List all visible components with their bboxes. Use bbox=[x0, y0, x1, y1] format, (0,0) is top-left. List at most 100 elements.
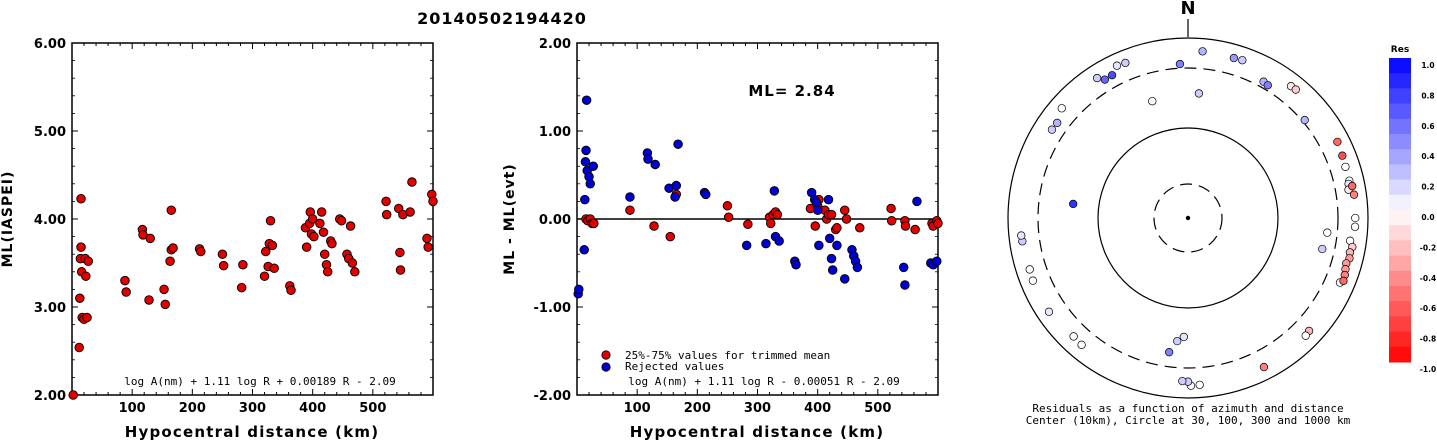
colorbar-cells bbox=[1389, 58, 1411, 363]
data-point bbox=[75, 293, 85, 303]
data-point bbox=[345, 221, 356, 231]
rejected-point bbox=[574, 284, 584, 295]
legend: 25%-75% values for trimmed mean Rejected… bbox=[601, 349, 830, 373]
distance-ring bbox=[1037, 67, 1339, 369]
colorbar-tick-label: -0.2 bbox=[1420, 243, 1436, 252]
data-point bbox=[422, 233, 432, 244]
y-tick-label: 4.00 bbox=[34, 213, 66, 228]
x-tick-label: 400 bbox=[299, 401, 326, 416]
y-tick-label: -1.00 bbox=[534, 301, 571, 316]
data-point bbox=[322, 267, 333, 277]
station-point bbox=[1069, 199, 1078, 209]
rejected-point bbox=[588, 161, 598, 171]
rejected-point bbox=[761, 238, 771, 249]
data-point bbox=[301, 242, 312, 252]
colorbar-tick-label: 0.4 bbox=[1421, 152, 1434, 161]
station-point bbox=[1300, 115, 1309, 125]
station-point bbox=[1263, 81, 1272, 90]
data-point bbox=[407, 177, 417, 187]
station-point bbox=[1301, 331, 1310, 340]
data-point bbox=[395, 265, 406, 275]
caption-line-2: Center (10km), Circle at 30, 100, 300 an… bbox=[1026, 414, 1351, 427]
chart-ml-residual: -2.00 -1.00 0.00 1.00 2.00 100 200 300 400 500 M… bbox=[502, 37, 943, 441]
trimmed-point bbox=[910, 224, 920, 235]
x-axis-ticks: 100 200 300 400 500 bbox=[588, 43, 927, 416]
colorbar-cell bbox=[1389, 118, 1411, 135]
data-point bbox=[260, 246, 271, 257]
colorbar-cell bbox=[1389, 103, 1411, 120]
colorbar: Res 1.0 0.8 0.6 0.4 0.2 0.0 -0.2 -0.4 -0.6 -0.8 -1… bbox=[1389, 45, 1436, 374]
colorbar-tick-label: -0.6 bbox=[1420, 304, 1436, 313]
y-tick-label: 2.00 bbox=[34, 389, 66, 404]
data-points bbox=[68, 177, 438, 400]
data-point bbox=[144, 295, 154, 305]
station-point bbox=[1164, 348, 1174, 357]
y-tick-label: 2.00 bbox=[539, 37, 571, 52]
trimmed-point bbox=[900, 221, 911, 231]
legend-marker-trimmed bbox=[601, 350, 611, 360]
rejected-point bbox=[579, 245, 589, 255]
x-axis-ticks: 100 200 300 400 500 bbox=[83, 43, 422, 416]
y-tick-label: 3.00 bbox=[34, 301, 66, 316]
rejected-point bbox=[774, 236, 784, 246]
rejected-point bbox=[625, 192, 635, 202]
data-point bbox=[347, 258, 358, 268]
station-point bbox=[1229, 53, 1239, 63]
station-point bbox=[1259, 362, 1269, 372]
station-point bbox=[1323, 228, 1332, 237]
colorbar-cell bbox=[1389, 164, 1411, 181]
trimmed-point bbox=[649, 221, 659, 231]
trimmed-point bbox=[589, 218, 599, 229]
colorbar-tick-label: 0.0 bbox=[1421, 213, 1434, 222]
station-point bbox=[1025, 265, 1034, 274]
colorbar-cell bbox=[1389, 210, 1411, 226]
station-point bbox=[1179, 332, 1188, 342]
rejected-point bbox=[912, 196, 922, 207]
trimmed-point bbox=[722, 201, 733, 211]
data-point bbox=[196, 246, 206, 257]
rejected-point bbox=[826, 253, 837, 264]
colorbar-tick-label: -1.0 bbox=[1420, 365, 1436, 374]
station-point bbox=[1047, 125, 1057, 134]
data-point bbox=[120, 275, 130, 286]
y-tick-label: 0.00 bbox=[539, 213, 571, 228]
data-point bbox=[82, 312, 92, 323]
data-point bbox=[76, 242, 86, 252]
rejected-point bbox=[823, 194, 834, 205]
data-point bbox=[315, 218, 325, 229]
rejected-point bbox=[812, 205, 823, 215]
rejected-point bbox=[898, 262, 909, 273]
rejected-point bbox=[932, 256, 942, 266]
y-axis-ticks: -2.00 -1.00 0.00 1.00 2.00 bbox=[534, 37, 938, 404]
data-point bbox=[381, 196, 391, 207]
data-point bbox=[381, 209, 392, 220]
data-point bbox=[428, 196, 438, 207]
station-point bbox=[1348, 181, 1357, 191]
data-point bbox=[145, 233, 155, 244]
y-tick-label: -2.00 bbox=[534, 389, 571, 404]
colorbar-tick-label: -0.4 bbox=[1420, 274, 1436, 283]
y-axis-ticks: 2.00 3.00 4.00 5.00 6.00 bbox=[34, 37, 433, 404]
station-point bbox=[1351, 213, 1360, 223]
data-point bbox=[166, 205, 177, 215]
trimmed-point bbox=[839, 205, 850, 215]
data-point bbox=[81, 271, 91, 281]
data-point bbox=[267, 240, 278, 251]
station-point bbox=[1198, 47, 1207, 56]
station-point bbox=[1148, 97, 1157, 106]
x-tick-label: 300 bbox=[239, 401, 266, 416]
station-point bbox=[1107, 71, 1117, 80]
x-tick-label: 500 bbox=[359, 401, 386, 416]
data-point bbox=[336, 216, 347, 226]
data-point bbox=[74, 342, 84, 353]
data-point bbox=[318, 227, 329, 237]
legend-marker-rejected bbox=[601, 362, 611, 372]
station-points bbox=[1017, 47, 1360, 390]
colorbar-tick-labels: 1.0 0.8 0.6 0.4 0.2 0.0 -0.2 -0.4 -0.6 -0.8 -1.0 bbox=[1420, 61, 1436, 374]
trimmed-points bbox=[581, 189, 943, 242]
rejected-point bbox=[769, 186, 780, 196]
rejected-point bbox=[900, 280, 910, 290]
colorbar-cell bbox=[1389, 286, 1411, 302]
rejected-point bbox=[701, 189, 711, 200]
